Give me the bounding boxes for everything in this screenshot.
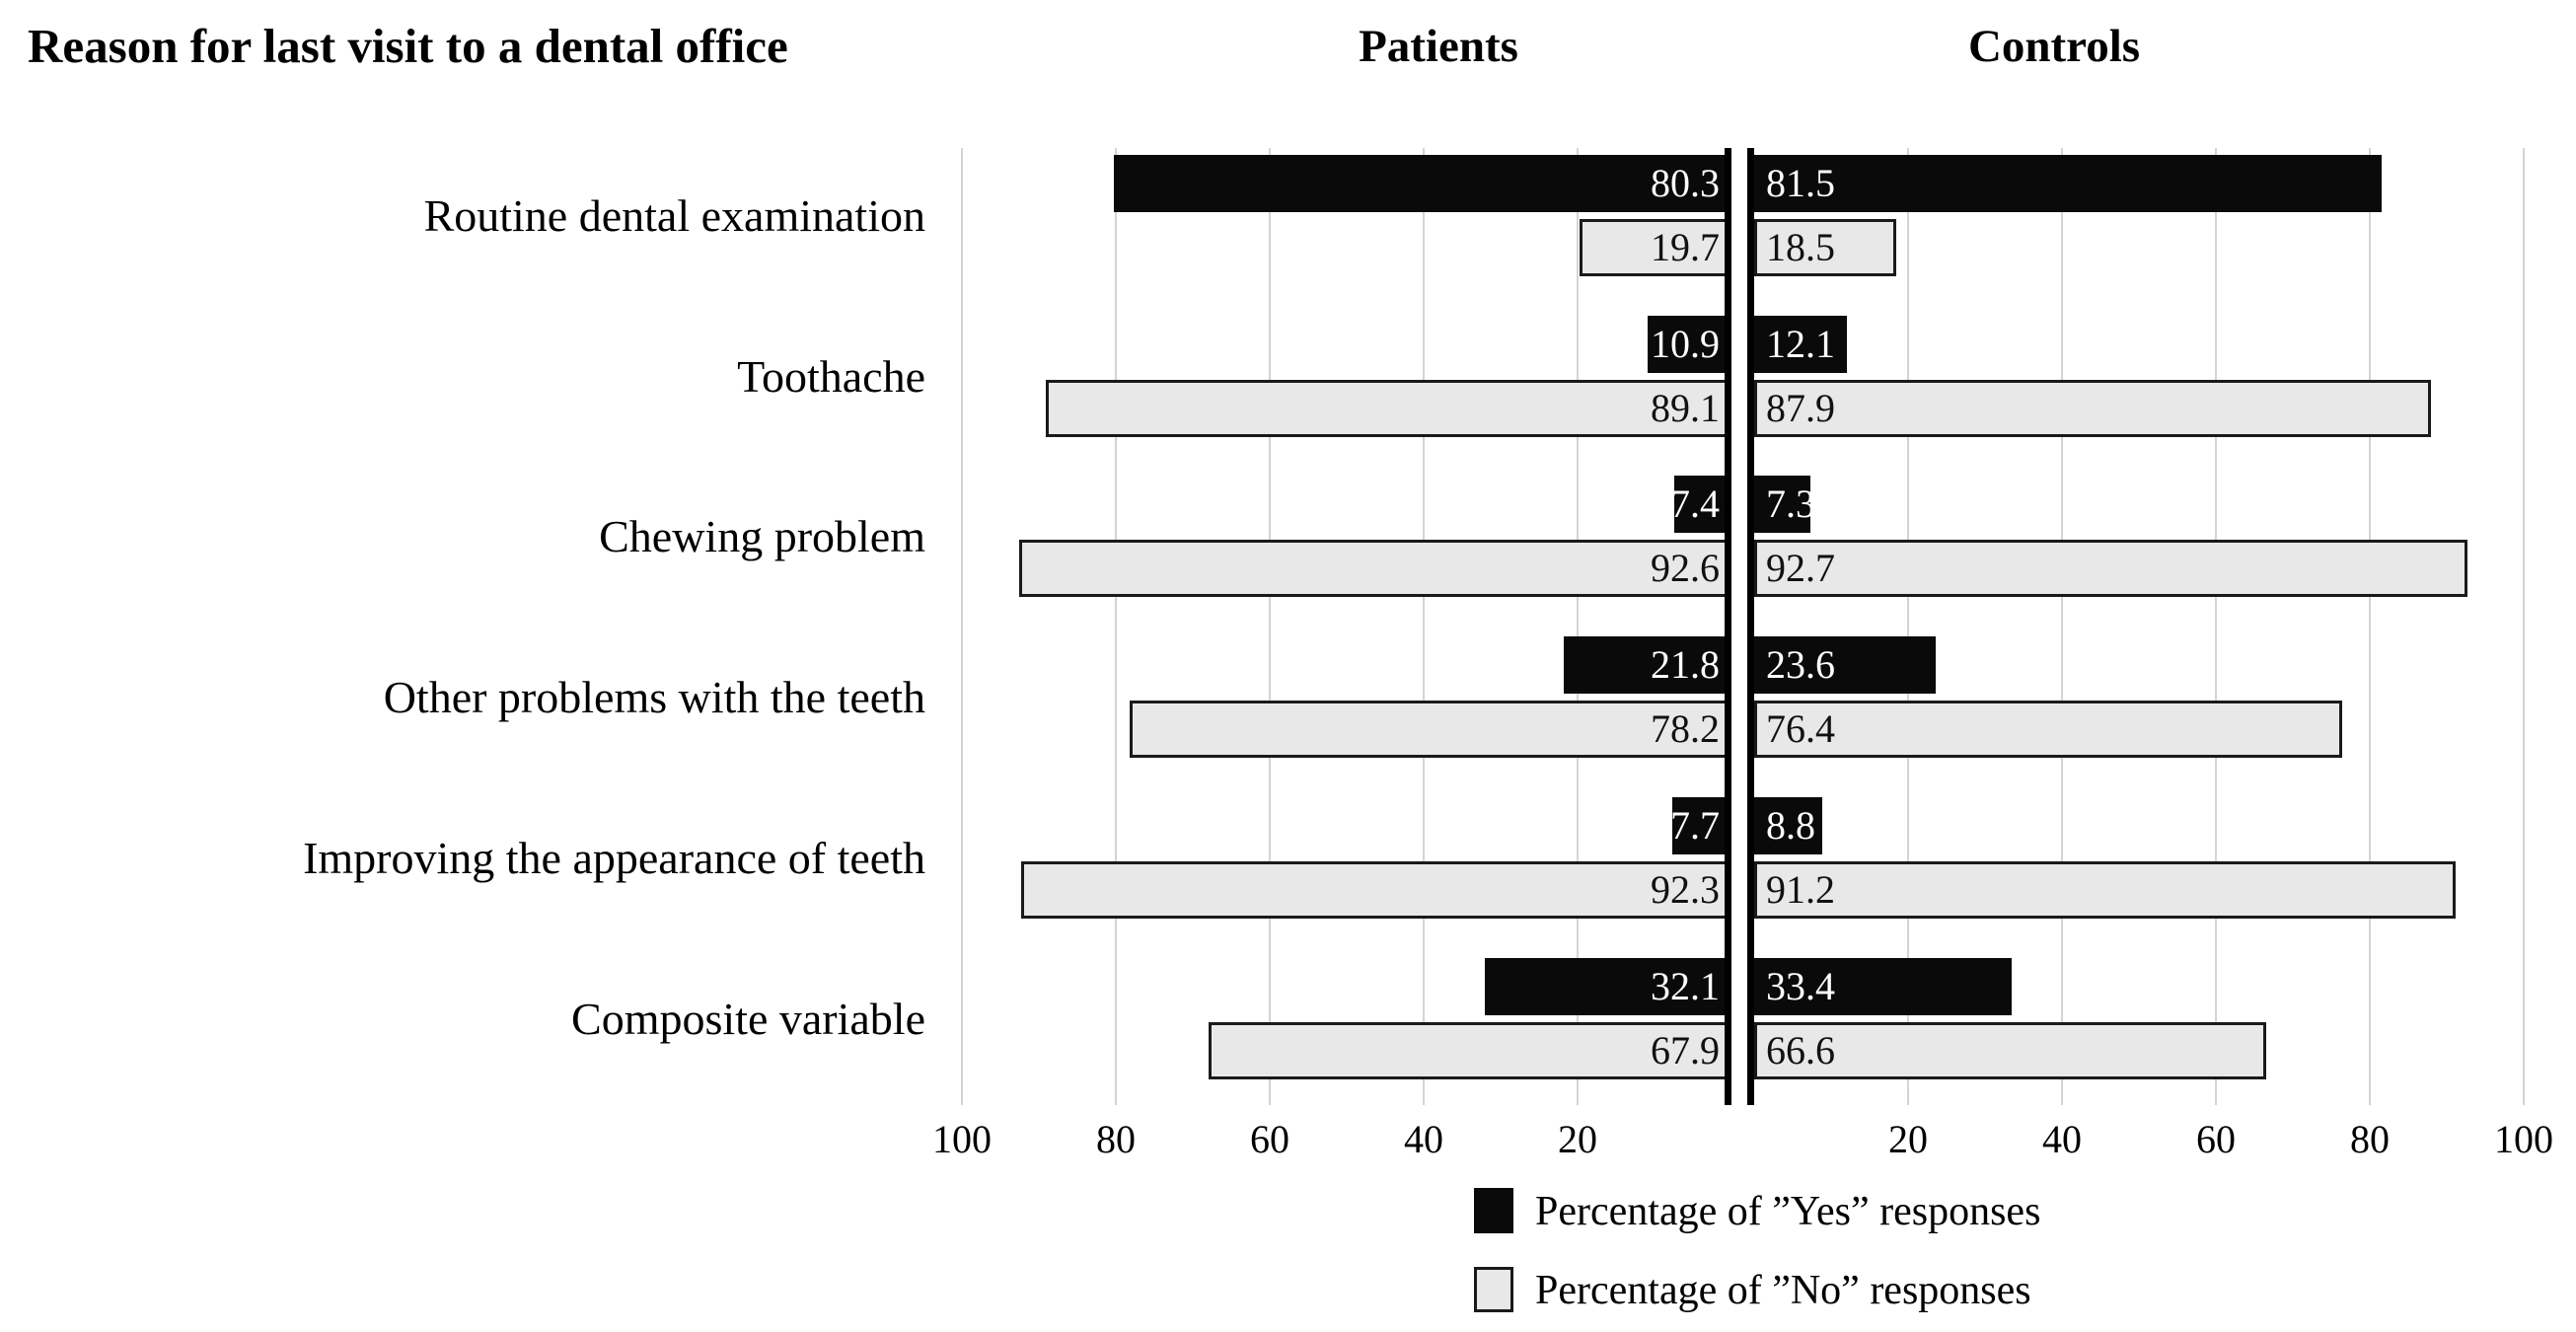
gridline-patients-100 [961,148,963,1105]
value-label-right-yes: 12.1 [1766,322,1835,366]
center-axis-patients [1725,148,1731,1105]
gridline-controls-60 [2215,148,2217,1105]
value-label-right-no: 87.9 [1766,386,1835,430]
tick-label-controls-60: 60 [2196,1117,2236,1161]
value-label-right-no: 91.2 [1766,867,1835,912]
category-label: Routine dental examination [423,189,925,241]
value-label-left-no: 78.2 [1651,706,1720,751]
bar-left-no [1580,219,1731,276]
bar-left-yes [1113,155,1731,212]
bar-right-no [1754,380,2431,437]
category-label: Composite variable [571,993,925,1044]
bar-right-yes [1754,797,1822,854]
category-label: Chewing problem [599,510,925,561]
value-label-right-yes: 7.3 [1766,481,1815,526]
legend-yes-label: Percentage of ”Yes” responses [1535,1189,2041,1234]
value-label-right-yes: 33.4 [1766,964,1835,1008]
panel-header-controls: Controls [1967,21,2141,72]
value-label-left-yes: 7.4 [1670,481,1720,526]
tick-label-patients-60: 60 [1250,1117,1289,1161]
legend-no-label: Percentage of ”No” responses [1535,1268,2031,1313]
bar-left-yes [1647,316,1731,373]
tick-label-patients-100: 100 [932,1117,992,1161]
legend-yes-swatch-icon [1474,1188,1513,1233]
value-label-left-no: 89.1 [1651,386,1720,430]
tick-label-controls-20: 20 [1888,1117,1928,1161]
category-label: Other problems with the teeth [383,671,925,722]
bar-right-yes [1754,316,1848,373]
bar-right-yes [1754,155,2382,212]
bar-left-no [1130,701,1731,758]
legend-no-swatch-icon [1474,1267,1513,1312]
value-label-left-no: 92.3 [1651,867,1720,912]
bar-left-yes [1563,636,1731,694]
chart-title: Reason for last visit to a dental office [28,19,788,73]
value-label-right-no: 66.6 [1766,1028,1835,1073]
value-label-left-yes: 21.8 [1651,642,1720,687]
panel-header-patients: Patients [1359,21,1518,72]
tick-label-controls-80: 80 [2350,1117,2390,1161]
bar-right-no [1754,219,1897,276]
tick-label-controls-40: 40 [2042,1117,2082,1161]
bar-left-yes [1671,797,1731,854]
tick-label-patients-20: 20 [1558,1117,1597,1161]
gridline-patients-40 [1423,148,1425,1105]
bar-right-no [1754,1022,2267,1079]
tick-label-patients-40: 40 [1404,1117,1443,1161]
bar-left-no [1209,1022,1731,1079]
tick-label-patients-80: 80 [1096,1117,1136,1161]
value-label-right-no: 92.7 [1766,546,1835,590]
value-label-right-yes: 23.6 [1766,642,1835,687]
value-label-left-no: 67.9 [1651,1028,1720,1073]
bar-right-no [1754,861,2457,919]
bar-right-no [1754,701,2342,758]
category-label: Improving the appearance of teeth [303,832,925,883]
value-label-left-yes: 10.9 [1651,322,1720,366]
gridline-controls-20 [1907,148,1909,1105]
gridline-controls-40 [2061,148,2063,1105]
value-label-left-yes: 80.3 [1651,161,1720,205]
bar-right-yes [1754,636,1937,694]
value-label-left-no: 19.7 [1651,225,1720,269]
value-label-right-no: 18.5 [1766,225,1835,269]
gridline-patients-20 [1577,148,1579,1105]
bar-right-yes [1754,476,1810,533]
bar-right-yes [1754,958,2012,1015]
bar-left-yes [1484,958,1731,1015]
gridline-patients-80 [1115,148,1117,1105]
category-label: Toothache [737,350,925,402]
center-axis-controls [1747,148,1754,1105]
value-label-left-yes: 32.1 [1651,964,1720,1008]
bar-left-no [1021,861,1731,919]
value-label-right-no: 76.4 [1766,706,1835,751]
value-label-right-yes: 8.8 [1766,803,1815,848]
bar-left-no [1018,540,1731,597]
gridline-controls-100 [2523,148,2525,1105]
value-label-right-yes: 81.5 [1766,161,1835,205]
bar-right-no [1754,540,2468,597]
gridline-controls-80 [2369,148,2371,1105]
tick-label-controls-100: 100 [2494,1117,2553,1161]
gridline-patients-60 [1269,148,1271,1105]
value-label-left-no: 92.6 [1651,546,1720,590]
bar-left-no [1046,380,1731,437]
bar-left-yes [1674,476,1731,533]
value-label-left-yes: 7.7 [1670,803,1720,848]
